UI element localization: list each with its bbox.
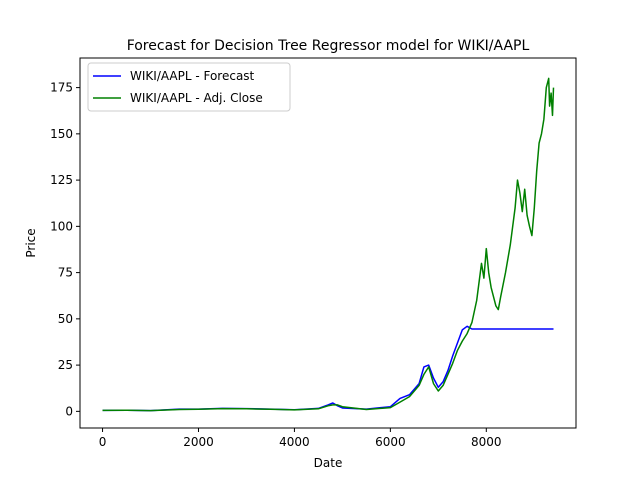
legend-label-1: WIKI/AAPL - Forecast [130,69,255,83]
y-tick-label: 25 [58,358,73,372]
x-tick-label: 2000 [183,435,214,449]
legend-label-2: WIKI/AAPL - Adj. Close [130,91,263,105]
series-line-2 [102,77,555,412]
y-tick-label: 75 [58,266,73,280]
plot-area-frame [79,57,577,429]
y-tick-label: 100 [50,219,73,233]
y-tick-label: 175 [50,81,73,95]
y-tick-label: 50 [58,312,73,326]
series-line-1 [102,325,554,412]
x-tick-label: 4000 [279,435,310,449]
legend: WIKI/AAPL - Forecast WIKI/AAPL - Adj. Clo… [87,62,291,112]
legend-box [87,62,291,112]
y-axis-label: Price [24,228,38,257]
ticks-layer: 0 2000 4000 6000 8000 0 25 50 75 100 125 150 175 [50,81,501,449]
y-tick-label: 125 [50,173,73,187]
x-axis-label: Date [314,456,343,470]
y-tick-label: 0 [65,404,73,418]
x-tick-label: 8000 [471,435,502,449]
chart-title: Forecast for Decision Tree Regressor mod… [127,38,530,54]
y-tick-label: 150 [50,127,73,141]
x-tick-label: 6000 [375,435,406,449]
x-tick-label: 0 [99,435,107,449]
series-layer [102,77,555,412]
